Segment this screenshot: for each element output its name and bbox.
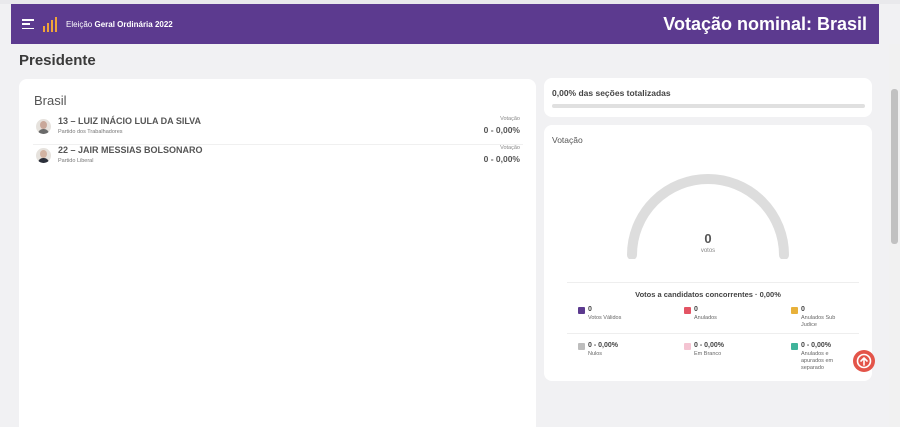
stat-label: Em Branco <box>694 351 722 357</box>
candidate-row[interactable]: 22 – JAIR MESSIAS BOLSONARO Partido Libe… <box>33 144 523 168</box>
page-scrollbar[interactable] <box>889 44 900 427</box>
candidate-vote-value: 0 - 0,00% <box>483 125 520 135</box>
concurrent-votes-title: Votos a candidatos concorrentes · 0,00% <box>635 290 781 299</box>
divider <box>567 333 859 334</box>
candidate-vote-value: 0 - 0,00% <box>483 154 520 164</box>
candidate-vote-label: Votação <box>500 116 520 122</box>
stat-value: 0 - 0,00% <box>694 342 724 349</box>
election-title: Eleição Geral Ordinária 2022 <box>66 20 173 29</box>
candidate-vote-label: Votação <box>500 145 520 151</box>
stat-label: Anulados <box>694 315 717 321</box>
candidate-name: 13 – LUIZ INÁCIO LULA DA SILVA <box>58 116 202 126</box>
vote-summary-panel: Votação 0 votos Votos a candidatos conco… <box>544 125 872 381</box>
candidate-name: 22 – JAIR MESSIAS BOLSONARO <box>58 145 203 155</box>
stat-label: Nulos <box>588 351 603 357</box>
candidate-party: Partido Liberal <box>58 158 94 164</box>
stat-label: Anulados Sub Judice <box>801 315 836 328</box>
candidates-panel: Brasil 13 – LUIZ INÁCIO LULA DA SILVA Pa… <box>19 79 536 427</box>
totalization-progress-bar <box>552 104 865 108</box>
header-title: Votação nominal: Brasil <box>663 13 867 34</box>
arrow-up-circle-icon <box>856 353 872 369</box>
totalization-text: 0,00% das seções totalizadas <box>552 88 671 98</box>
divider <box>567 282 859 283</box>
stat-value: 0 <box>801 306 805 313</box>
candidate-avatar <box>36 119 51 134</box>
scroll-to-top-button[interactable] <box>853 350 875 372</box>
stat-value: 0 <box>588 306 592 313</box>
legend-swatch <box>684 343 691 350</box>
vote-summary-title: Votação <box>552 135 583 145</box>
scrollbar-thumb[interactable] <box>891 89 898 244</box>
app-header: Eleição Geral Ordinária 2022 Votação nom… <box>11 4 879 44</box>
legend-swatch <box>684 307 691 314</box>
browser-top-strip <box>0 0 900 4</box>
stat-label: Votos Válidos <box>588 315 622 321</box>
election-prefix: Eleição <box>66 19 93 29</box>
totalization-panel: 0,00% das seções totalizadas <box>544 78 872 117</box>
candidate-avatar <box>36 148 51 163</box>
candidate-row[interactable]: 13 – LUIZ INÁCIO LULA DA SILVA Partido d… <box>33 116 523 140</box>
stat-value: 0 - 0,00% <box>801 342 831 349</box>
gauge-value: 0 <box>704 231 712 246</box>
votes-gauge <box>627 174 789 259</box>
election-name: Geral Ordinária 2022 <box>94 19 173 29</box>
stat-label: Anulados e apurados em separado <box>801 351 834 371</box>
legend-swatch <box>791 307 798 314</box>
bar-chart-logo-icon <box>43 17 57 32</box>
legend-swatch <box>791 343 798 350</box>
legend-swatch <box>578 307 585 314</box>
region-title: Brasil <box>34 93 67 108</box>
legend-swatch <box>578 343 585 350</box>
menu-icon[interactable] <box>22 19 34 29</box>
stat-value: 0 <box>694 306 698 313</box>
candidate-party: Partido dos Trabalhadores <box>58 129 123 135</box>
gauge-label: votos <box>700 248 716 254</box>
page-title: Presidente <box>19 52 96 69</box>
stat-value: 0 - 0,00% <box>588 342 618 349</box>
